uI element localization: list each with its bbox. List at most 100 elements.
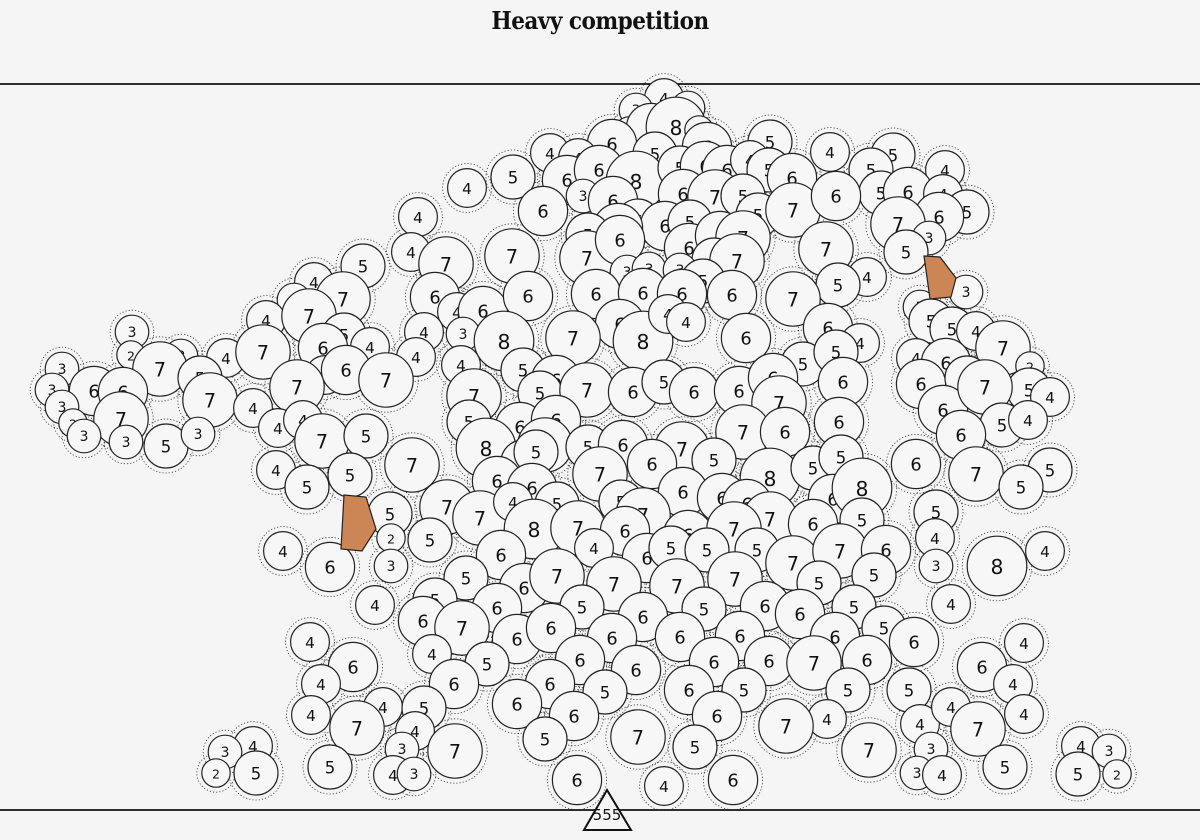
circle-number: 4 [427, 646, 437, 664]
circle-number: 5 [765, 134, 776, 153]
circle-number: 4 [452, 304, 462, 322]
circle-number: 7 [737, 422, 749, 445]
circle-number: 5 [833, 277, 844, 296]
circle-number: 6 [491, 472, 502, 493]
influence-ring [667, 719, 723, 775]
circle-node: 4 [930, 583, 971, 624]
circle-number: 4 [406, 244, 416, 262]
circle-number: 6 [571, 771, 582, 792]
circle-number: 6 [606, 629, 617, 650]
circle-cell [407, 517, 453, 563]
circle-number: 7 [303, 306, 315, 329]
circle-number: 7 [787, 200, 799, 223]
circle-number: 3 [48, 383, 57, 399]
circle-cell [918, 548, 954, 584]
circle-number: 7 [970, 464, 982, 487]
circle-number: 5 [849, 599, 860, 618]
circle-node: 5 [443, 555, 489, 601]
circle-cell [525, 602, 577, 654]
circle-number: 4 [411, 349, 421, 367]
influence-ring [913, 543, 959, 589]
influence-ring [639, 761, 689, 811]
circle-number: 2 [1026, 360, 1034, 375]
circle-number: 6 [324, 558, 335, 579]
circle-number: 6 [574, 651, 585, 672]
circle-number: 5 [535, 385, 546, 404]
circle-node: 5 [672, 724, 718, 770]
circle-number: 5 [962, 204, 973, 223]
circle-node: 4 [301, 663, 342, 704]
circle-cell [720, 312, 772, 364]
circle-number: 5 [302, 479, 313, 498]
circle-number: 6 [976, 658, 987, 679]
circle-node: 7 [329, 700, 385, 756]
circle-cell [233, 750, 279, 796]
circle-cell [950, 701, 1006, 757]
circle-node: 8 [966, 535, 1028, 597]
circle-cell [502, 270, 554, 322]
circle-number: 4 [410, 723, 420, 741]
influence-ring [302, 739, 358, 795]
circle-number: 5 [901, 244, 912, 263]
circle-number: 7 [676, 439, 688, 462]
circle-number: 5 [325, 759, 336, 778]
circle-number: 6 [759, 597, 770, 618]
circle-cell [825, 667, 871, 713]
circle-number: 6 [495, 546, 506, 567]
circle-number: 6 [940, 354, 951, 375]
circle-number: 6 [518, 579, 529, 600]
circle-number: 5 [843, 682, 854, 701]
circle-number: 7 [440, 254, 452, 277]
circle-node: 7 [948, 446, 1004, 502]
circle-number: 4 [911, 350, 921, 368]
circle-number: 6 [955, 426, 966, 447]
influence-ring [703, 750, 764, 811]
circle-number: 4 [940, 162, 950, 180]
circle-number: 6 [511, 630, 522, 651]
circle-node: 6 [502, 270, 554, 322]
circle-node: 7 [841, 722, 897, 778]
circle-node: 6 [551, 754, 603, 806]
circle-number: 5 [650, 146, 661, 165]
circle-number: 6 [417, 612, 428, 633]
circle-number: 6 [786, 169, 797, 190]
circle-number: 7 [834, 541, 846, 564]
circle-node: 6 [810, 170, 862, 222]
circle-node: 5 [522, 716, 568, 762]
circle-number: 4 [946, 699, 956, 717]
circle-number: 6 [711, 707, 722, 728]
circle-number: 8 [498, 330, 511, 354]
circle-cells: 4332682545544645645668566456366755645676… [34, 77, 1132, 806]
circle-node: 6 [707, 754, 759, 806]
circle-number: 5 [947, 321, 958, 340]
circle-number: 6 [688, 383, 699, 404]
circle-number: 7 [780, 716, 792, 739]
circle-number: 3 [925, 231, 934, 247]
circle-number: 3 [122, 435, 131, 451]
circle-number: 5 [836, 449, 847, 468]
circle-number: 4 [419, 324, 429, 342]
circle-number: 5 [879, 620, 890, 639]
circle-cell [517, 185, 569, 237]
circle-number: 4 [248, 400, 258, 418]
influence-ring [910, 513, 960, 563]
circle-node: 4 [1024, 530, 1065, 571]
circle-node: 6 [706, 269, 758, 321]
circle-number: 6 [606, 135, 617, 156]
influence-ring [939, 184, 995, 240]
circle-number: 4 [271, 462, 281, 480]
circle-node: 7 [758, 698, 814, 754]
circle-number: 6 [677, 185, 688, 206]
circle-number: 6 [646, 455, 657, 476]
circle-number: 5 [482, 656, 493, 675]
circle-number: 4 [1019, 635, 1029, 653]
circle-node: 3 [948, 274, 984, 310]
circle-number: 6 [829, 628, 840, 649]
circle-number: 3 [194, 427, 203, 443]
circle-number: 6 [880, 541, 891, 562]
circle-node: 6 [594, 214, 646, 266]
circle-cell [491, 678, 543, 730]
circle-number: 5 [738, 188, 749, 207]
circle-number: 6 [726, 286, 737, 307]
circle-number: 4 [862, 269, 872, 287]
